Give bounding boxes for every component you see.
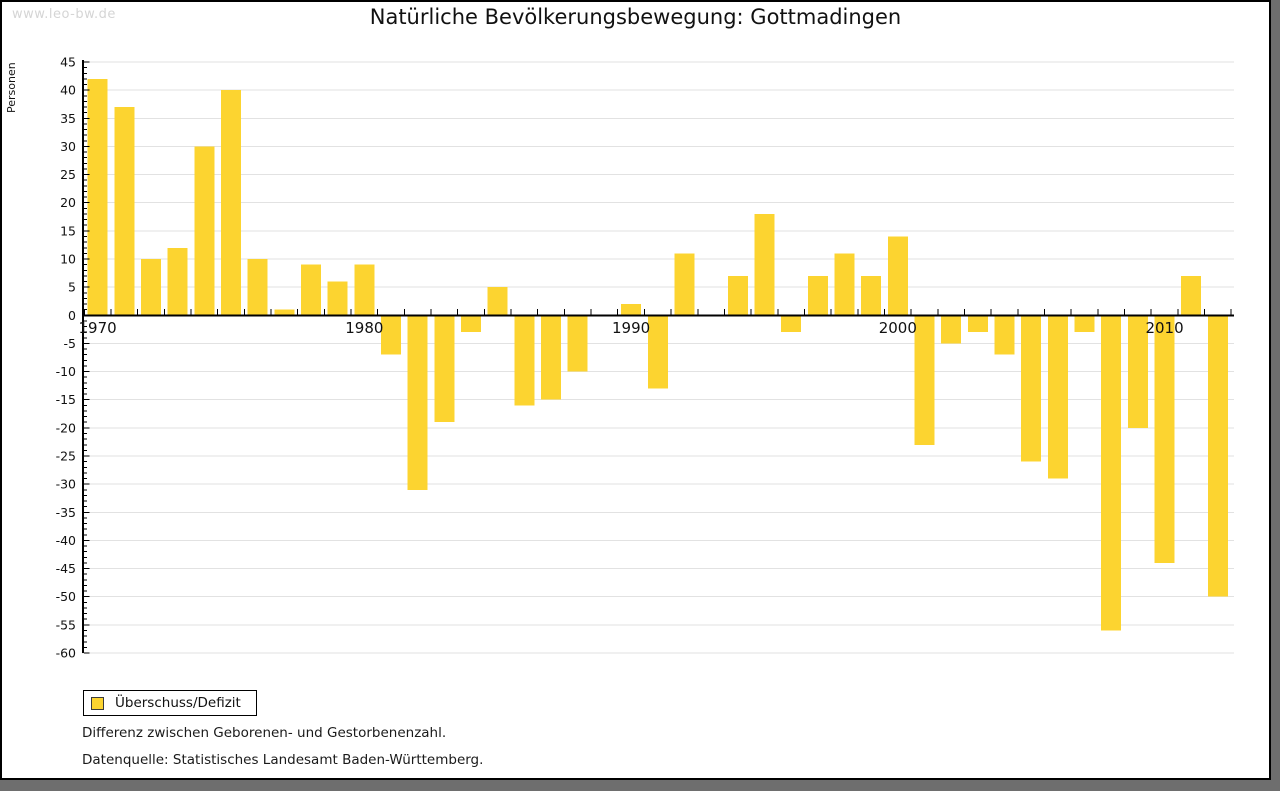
bar-1992 (674, 253, 695, 316)
bar-1995 (754, 213, 775, 316)
bar-2008 (1101, 315, 1122, 631)
bar-1972 (140, 259, 161, 316)
bar-1997 (807, 275, 828, 316)
bar-1986 (514, 315, 535, 406)
bar-1979 (327, 281, 348, 316)
bar-2007 (1074, 315, 1095, 333)
bar-1977 (274, 309, 295, 316)
y-tick-label: 15 (60, 223, 76, 238)
bar-2012 (1207, 315, 1228, 597)
bar-1975 (220, 90, 241, 316)
y-tick-label: 35 (60, 111, 76, 126)
bar-1996 (781, 315, 802, 333)
y-tick-label: -25 (56, 449, 76, 464)
legend: Überschuss/Defizit (83, 690, 257, 716)
bar-1974 (194, 146, 215, 316)
bar-2006 (1047, 315, 1068, 479)
y-tick-label: -60 (56, 646, 76, 661)
y-tick-label: -55 (56, 617, 76, 632)
bar-1970 (87, 78, 108, 316)
chart-title: Natürliche Bevölkerungsbewegung: Gottmad… (369, 5, 902, 29)
note-definition: Differenz zwischen Geborenen- und Gestor… (82, 725, 447, 741)
y-tick-label: 20 (60, 195, 76, 210)
bar-1981 (381, 315, 402, 355)
y-tick-label: -50 (56, 589, 76, 604)
bar-1998 (834, 253, 855, 316)
legend-label: Überschuss/Defizit (115, 695, 241, 711)
bar-1973 (167, 247, 188, 316)
bar-1985 (487, 287, 508, 316)
y-tick-label: -40 (56, 533, 76, 548)
legend-swatch-icon (91, 696, 104, 710)
y-tick-label: -20 (56, 420, 76, 435)
bar-2002 (941, 315, 962, 344)
x-tick-label: 2000 (879, 319, 917, 337)
y-tick-label: 25 (60, 167, 76, 182)
bar-1983 (434, 315, 455, 423)
bar-1990 (621, 304, 642, 316)
x-tick-label: 1970 (79, 319, 117, 337)
bar-2001 (914, 315, 935, 445)
y-tick-label: -5 (64, 336, 76, 351)
bar-2005 (1021, 315, 1042, 462)
x-tick-label: 2010 (1145, 319, 1183, 337)
bar-1987 (541, 315, 562, 400)
y-tick-label: -15 (56, 392, 76, 407)
bar-2000 (887, 236, 908, 316)
bar-1976 (247, 259, 268, 316)
x-tick-label: 1980 (345, 319, 383, 337)
y-tick-label: -30 (56, 477, 76, 492)
bar-1980 (354, 264, 375, 316)
y-tick-label: 40 (60, 83, 76, 98)
population-bar-chart: -60-55-50-45-40-35-30-25-20-15-10-505101… (56, 55, 1234, 661)
y-tick-label: 30 (60, 139, 76, 154)
y-tick-label: -10 (56, 364, 76, 379)
bar-2004 (994, 315, 1015, 355)
bar-1978 (300, 264, 321, 316)
bar-1999 (861, 275, 882, 316)
y-tick-label: 5 (68, 280, 76, 295)
bar-1994 (727, 275, 748, 316)
bar-1971 (114, 107, 135, 316)
bar-2010 (1154, 315, 1175, 563)
watermark: www.leo-bw.de (12, 7, 116, 22)
y-tick-label: 10 (60, 252, 76, 267)
bar-1988 (567, 315, 588, 372)
x-tick-label: 1990 (612, 319, 650, 337)
bar-1982 (407, 315, 428, 490)
y-tick-label: -45 (56, 561, 76, 576)
bar-2011 (1181, 275, 1202, 316)
y-tick-label: 45 (60, 55, 76, 70)
y-tick-label: 0 (68, 308, 76, 323)
note-datasource: Datenquelle: Statistisches Landesamt Bad… (82, 752, 484, 768)
chart-page: www.leo-bw.de Natürliche Bevölkerungsbew… (0, 0, 1271, 780)
bar-1991 (647, 315, 668, 389)
y-tick-label: -35 (56, 505, 76, 520)
bar-2003 (967, 315, 988, 333)
bar-2009 (1127, 315, 1148, 428)
bar-1984 (461, 315, 482, 333)
